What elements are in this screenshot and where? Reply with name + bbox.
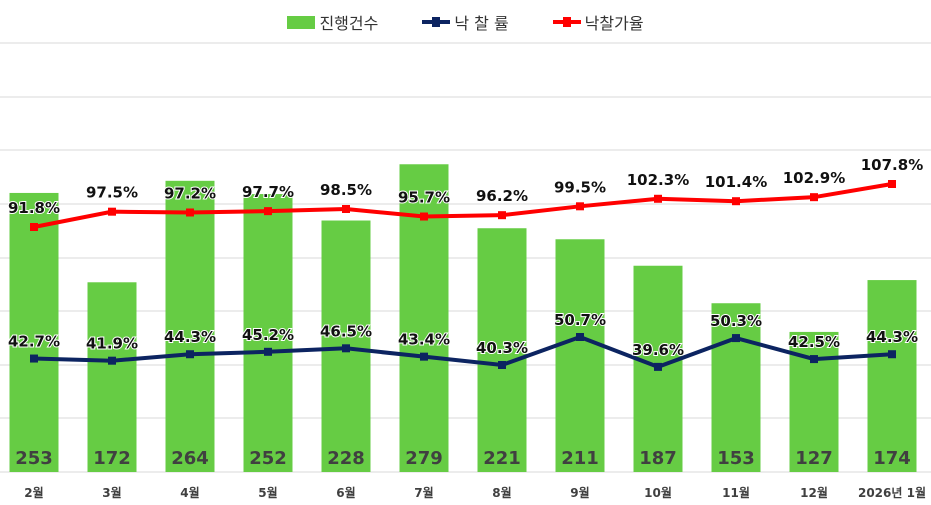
bar-value-label: 187 bbox=[639, 448, 677, 469]
rate-value-label: 42.7% bbox=[8, 333, 60, 351]
rate-value-label: 50.7% bbox=[554, 311, 606, 329]
x-tick-label: 5월 bbox=[258, 485, 277, 500]
legend: 진행건수 낙 찰 률 낙찰가율 bbox=[0, 10, 931, 34]
bar-value-label: 279 bbox=[405, 448, 443, 469]
rate-marker bbox=[30, 354, 38, 363]
rate-marker bbox=[888, 350, 896, 359]
bar bbox=[9, 192, 59, 473]
bar-value-label: 153 bbox=[717, 448, 755, 469]
bar-value-label: 127 bbox=[795, 448, 833, 469]
rate-value-label: 45.2% bbox=[242, 326, 294, 344]
price-rate-value-label: 107.8% bbox=[861, 156, 923, 174]
x-tick-label: 3월 bbox=[102, 485, 121, 500]
price-rate-marker bbox=[264, 207, 272, 216]
price-rate-marker bbox=[420, 212, 428, 221]
legend-label: 낙 찰 률 bbox=[454, 14, 509, 33]
price-rate-value-label: 102.9% bbox=[783, 169, 845, 187]
rate-value-label: 39.6% bbox=[632, 341, 684, 359]
bar bbox=[87, 282, 137, 472]
price-rate-marker bbox=[342, 204, 350, 213]
x-tick-label: 10월 bbox=[644, 485, 672, 500]
legend-label: 진행건수 bbox=[319, 14, 379, 33]
x-tick-label: 4월 bbox=[180, 485, 199, 500]
price-rate-value-label: 97.2% bbox=[164, 184, 216, 202]
bar bbox=[867, 280, 917, 472]
rate-marker bbox=[810, 355, 818, 364]
legend-item-price-rate: 낙찰가율 bbox=[552, 10, 644, 34]
x-tick-label: 2026년 1월 bbox=[858, 485, 926, 500]
bar bbox=[477, 228, 527, 472]
price-rate-marker bbox=[30, 223, 38, 231]
bar bbox=[243, 194, 293, 472]
bar-value-label: 211 bbox=[561, 448, 599, 469]
legend-label: 낙찰가율 bbox=[584, 14, 644, 33]
bar-value-label: 253 bbox=[15, 448, 53, 469]
bar bbox=[711, 303, 761, 472]
price-rate-marker bbox=[810, 193, 818, 202]
x-tick-label: 12월 bbox=[800, 485, 828, 500]
bar bbox=[165, 180, 215, 473]
price-rate-value-label: 91.8% bbox=[8, 199, 60, 217]
x-tick-label: 11월 bbox=[722, 485, 750, 500]
rate-marker bbox=[576, 333, 584, 341]
price-rate-marker bbox=[888, 180, 896, 188]
rate-value-label: 41.9% bbox=[86, 335, 138, 353]
price-rate-marker bbox=[732, 197, 740, 206]
x-tick-label: 8월 bbox=[492, 485, 511, 500]
rate-marker bbox=[264, 347, 272, 356]
price-rate-value-label: 95.7% bbox=[398, 189, 450, 207]
rate-marker bbox=[342, 344, 350, 353]
price-rate-marker bbox=[186, 208, 194, 217]
price-rate-value-label: 97.5% bbox=[86, 184, 138, 202]
rate-marker bbox=[420, 352, 428, 361]
price-rate-value-label: 102.3% bbox=[627, 171, 689, 189]
rate-marker bbox=[732, 334, 740, 343]
legend-item-rate: 낙 찰 률 bbox=[422, 10, 509, 34]
bar-value-label: 264 bbox=[171, 448, 209, 469]
bar bbox=[555, 239, 605, 472]
x-tick-label: 9월 bbox=[570, 485, 589, 500]
rate-marker bbox=[108, 356, 116, 365]
price-rate-marker bbox=[498, 211, 506, 220]
rate-value-label: 40.3% bbox=[476, 339, 528, 357]
price-rate-line bbox=[33, 182, 893, 229]
rate-value-label: 44.3% bbox=[866, 328, 918, 346]
bar-swatch-icon bbox=[287, 15, 316, 29]
rate-value-label: 46.5% bbox=[320, 322, 372, 340]
rate-value-label: 42.5% bbox=[788, 333, 840, 351]
line-marker-icon bbox=[422, 17, 451, 27]
price-rate-value-label: 99.5% bbox=[554, 178, 606, 196]
bar-value-label: 252 bbox=[249, 448, 287, 469]
x-tick-label: 6월 bbox=[336, 485, 355, 500]
bar-value-label: 228 bbox=[327, 448, 365, 469]
rate-marker bbox=[186, 350, 194, 359]
line-marker-icon bbox=[552, 17, 581, 27]
rate-value-label: 44.3% bbox=[164, 328, 216, 346]
bar-value-label: 172 bbox=[93, 448, 131, 469]
x-tick-label: 2월 bbox=[24, 485, 43, 500]
rate-marker bbox=[654, 362, 662, 371]
price-rate-value-label: 97.7% bbox=[242, 183, 294, 201]
rate-value-label: 50.3% bbox=[710, 312, 762, 330]
legend-item-bars: 진행건수 bbox=[287, 10, 378, 34]
bar-value-label: 174 bbox=[873, 448, 911, 469]
bar bbox=[399, 164, 449, 472]
rate-value-label: 43.4% bbox=[398, 331, 450, 349]
price-rate-value-label: 98.5% bbox=[320, 181, 372, 199]
bar-value-label: 221 bbox=[483, 448, 521, 469]
price-rate-marker bbox=[576, 202, 584, 211]
price-rate-value-label: 96.2% bbox=[476, 187, 528, 205]
price-rate-value-label: 101.4% bbox=[705, 173, 767, 191]
price-rate-marker bbox=[654, 194, 662, 203]
rate-line bbox=[33, 334, 893, 370]
rate-marker bbox=[498, 361, 506, 369]
x-tick-label: 7월 bbox=[414, 485, 433, 500]
price-rate-marker bbox=[108, 207, 116, 216]
